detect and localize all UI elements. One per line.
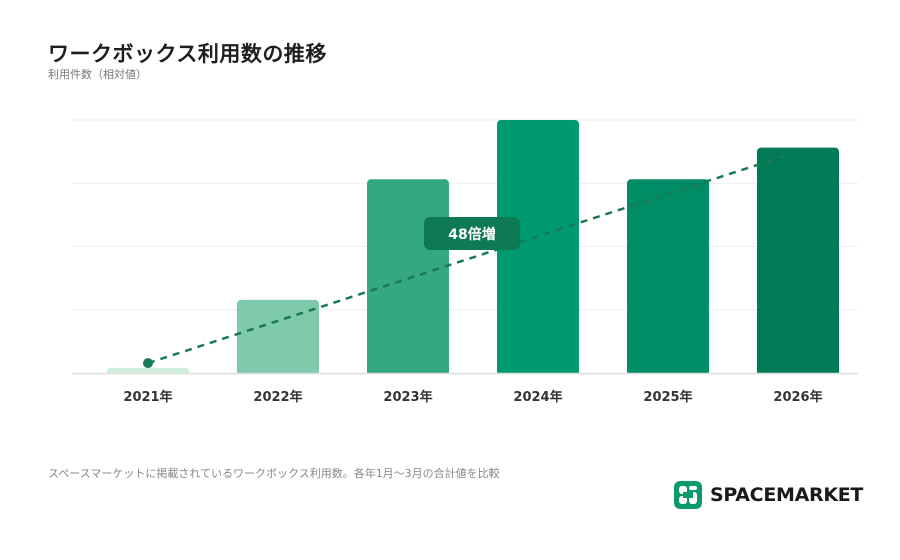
spacemarket-logo-icon xyxy=(674,481,702,509)
x-tick-label: 2025年 xyxy=(643,389,692,405)
chart-subtitle: 利用件数（相対値） xyxy=(48,68,147,81)
x-tick-label: 2022年 xyxy=(253,389,302,405)
brand-logo: SPACEMARKET xyxy=(674,481,863,509)
axis-mask xyxy=(72,373,858,379)
x-tick-label: 2023年 xyxy=(383,389,432,405)
x-tick-label: 2024年 xyxy=(513,389,562,405)
chart-title: ワークボックス利用数の推移 xyxy=(48,42,327,66)
brand-name: SPACEMARKET xyxy=(710,484,864,506)
bar xyxy=(237,299,319,377)
growth-badge xyxy=(424,217,520,250)
x-tick-label: 2021年 xyxy=(123,389,172,405)
growth-badge-label: 48倍増 xyxy=(448,226,495,243)
x-tick-label: 2026年 xyxy=(773,389,822,405)
trend-start-point xyxy=(143,358,153,369)
bar xyxy=(757,147,839,377)
bar xyxy=(497,120,579,377)
chart-footnote: スペースマーケットに掲載されているワークボックス利用数。各年1月〜3月の合計値を… xyxy=(48,467,500,480)
trend-line xyxy=(147,154,787,365)
bar xyxy=(627,179,709,377)
